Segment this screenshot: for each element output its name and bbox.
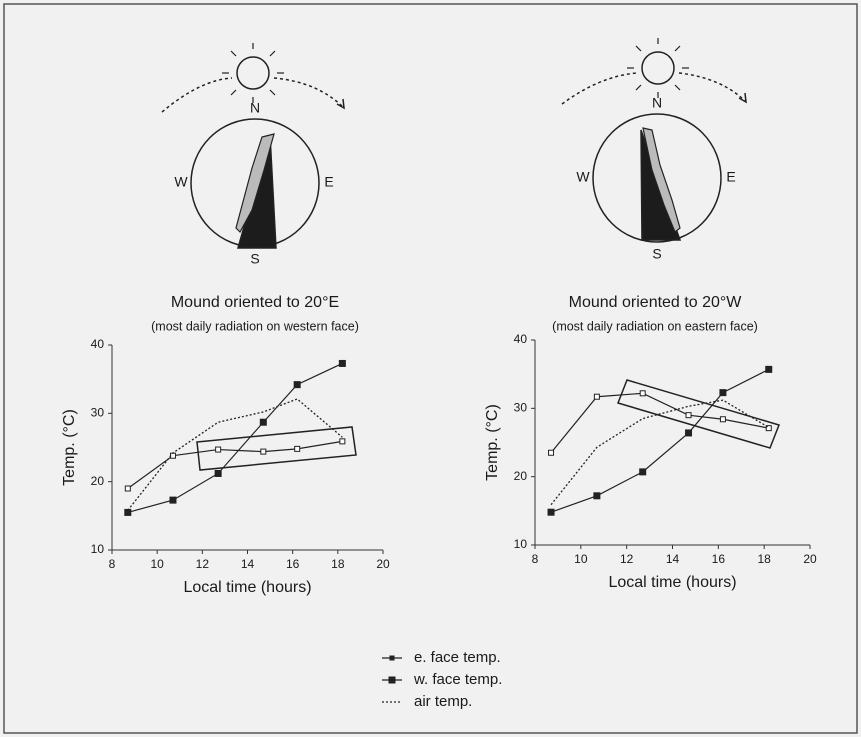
series-line (550, 392, 769, 454)
y-tick-label: 20 (91, 474, 105, 488)
y-tick-label: 40 (514, 332, 528, 346)
marker (260, 448, 267, 455)
legend-label: e. face temp. (414, 649, 501, 666)
compass-label: S (250, 251, 259, 267)
chart-title: Mound oriented to 20°W (569, 294, 743, 311)
y-tick-label: 20 (514, 469, 528, 483)
x-tick-label: 10 (150, 557, 164, 571)
legend-label: w. face temp. (413, 671, 502, 688)
legend-marker (388, 676, 396, 684)
y-tick-label: 30 (514, 401, 528, 415)
series-line (127, 362, 343, 513)
compass-label: W (576, 169, 590, 185)
x-tick-label: 8 (109, 557, 116, 571)
y-axis-label: Temp. (°C) (484, 404, 501, 481)
compass-label: E (726, 169, 735, 185)
marker (547, 508, 555, 516)
chart-title: Mound oriented to 20°E (171, 294, 339, 311)
compass-label: W (174, 174, 188, 190)
marker (548, 449, 555, 456)
marker (338, 359, 346, 367)
x-tick-label: 14 (666, 552, 680, 566)
legend-label: air temp. (414, 693, 472, 710)
x-tick-label: 20 (376, 557, 390, 571)
series-line (127, 398, 343, 511)
sun-diagram-left (161, 43, 345, 249)
chart-subtitle: (most daily radiation on western face) (151, 319, 359, 333)
marker (719, 416, 726, 423)
x-tick-label: 20 (803, 552, 817, 566)
x-axis-label: Local time (hours) (608, 574, 736, 591)
x-tick-label: 10 (574, 552, 588, 566)
x-tick-label: 16 (712, 552, 726, 566)
x-axis-label: Local time (hours) (183, 579, 311, 596)
y-axis-label: Temp. (°C) (61, 409, 78, 486)
sun-diagram-right (561, 38, 747, 243)
marker (124, 485, 131, 492)
marker (214, 469, 222, 477)
marker (685, 429, 693, 437)
marker (294, 445, 301, 452)
y-tick-label: 10 (91, 542, 105, 556)
compass-label: S (652, 246, 661, 262)
series-line (550, 399, 770, 506)
marker (593, 492, 601, 500)
x-tick-label: 14 (241, 557, 255, 571)
x-tick-label: 16 (286, 557, 300, 571)
y-tick-label: 30 (91, 406, 105, 420)
marker (593, 393, 600, 400)
x-tick-label: 12 (620, 552, 634, 566)
highlight-box (196, 426, 357, 471)
series-line (127, 440, 343, 489)
marker (339, 438, 346, 445)
marker (639, 468, 647, 476)
x-tick-label: 12 (196, 557, 210, 571)
marker (765, 365, 773, 373)
marker (719, 389, 727, 397)
y-tick-label: 10 (514, 537, 528, 551)
compass-label: N (250, 100, 260, 116)
marker (765, 425, 772, 432)
chart-subtitle: (most daily radiation on eastern face) (552, 319, 758, 333)
legend-marker (389, 655, 395, 661)
x-tick-label: 18 (331, 557, 345, 571)
compass-label: E (324, 174, 333, 190)
frame (3, 3, 858, 734)
x-tick-label: 8 (532, 552, 539, 566)
marker (169, 496, 177, 504)
y-tick-label: 40 (91, 337, 105, 351)
compass-label: N (652, 95, 662, 111)
marker (215, 446, 222, 453)
x-tick-label: 18 (757, 552, 771, 566)
marker (639, 390, 646, 397)
series-line (550, 368, 770, 513)
marker (293, 381, 301, 389)
marker (259, 418, 267, 426)
marker (685, 412, 692, 419)
